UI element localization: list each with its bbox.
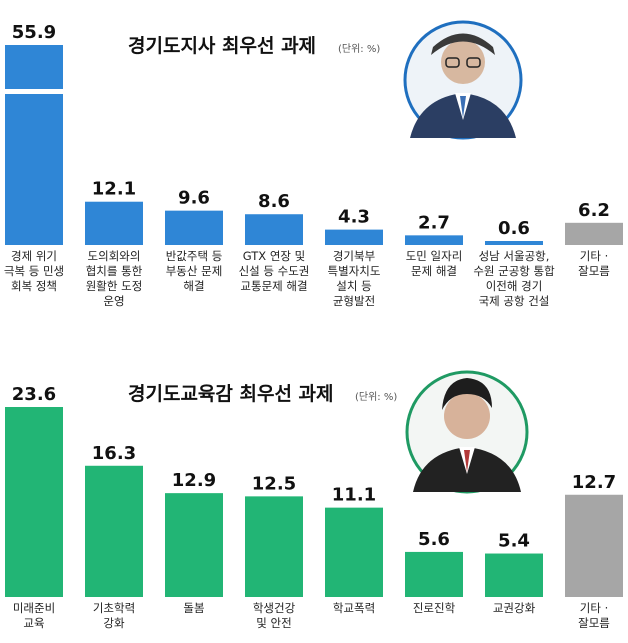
portrait-icon	[405, 370, 529, 494]
chart-unit: (단위: %)	[355, 390, 397, 403]
value-label: 2.7	[418, 212, 450, 233]
bar	[485, 553, 543, 597]
category-label: 학교폭력	[333, 601, 375, 615]
bar	[325, 507, 383, 597]
category-label: 돌봄	[183, 601, 204, 615]
value-label: 5.4	[498, 531, 530, 552]
bar	[85, 201, 143, 245]
bar	[325, 229, 383, 245]
category-label: 진로진학	[413, 601, 456, 615]
chart-title: 경기도지사 최우선 과제	[128, 35, 316, 57]
category-label: 도의회와의 협치를 통한 원활한 도정 운영	[86, 249, 143, 308]
category-label: GTX 연장 및 신설 등 수도권 교통문제 해결	[239, 249, 310, 293]
bar	[245, 496, 303, 597]
bar	[165, 493, 223, 597]
category-label: 교권강화	[493, 601, 536, 615]
value-label: 23.6	[12, 384, 56, 405]
value-label: 12.1	[92, 179, 136, 200]
value-label: 6.2	[578, 200, 610, 221]
bar	[405, 235, 463, 245]
portrait-icon	[403, 20, 523, 140]
bar	[485, 241, 543, 245]
value-label: 9.6	[178, 188, 210, 209]
value-label: 55.9	[12, 22, 56, 43]
bar	[165, 210, 223, 245]
category-label: 학생건강 및 안전	[253, 601, 296, 630]
category-label: 경제 위기 극복 등 민생 회복 정책	[4, 249, 64, 293]
value-label: 0.6	[498, 218, 530, 239]
bar	[5, 45, 63, 245]
value-label: 16.3	[92, 443, 136, 464]
bar	[565, 494, 623, 597]
category-label: 반값주택 등 부동산 문제 해결	[166, 249, 223, 293]
bar	[245, 214, 303, 245]
category-label: 기초학력 강화	[93, 601, 135, 630]
value-label: 12.7	[572, 472, 616, 493]
bar	[405, 551, 463, 597]
value-label: 12.5	[252, 473, 296, 494]
chart-unit: (단위: %)	[338, 42, 380, 55]
category-label: 미래준비 교육	[13, 601, 55, 630]
category-label: 기타 · 잘모름	[578, 601, 610, 630]
bar	[565, 222, 623, 245]
category-label: 기타 · 잘모름	[578, 249, 610, 278]
bar	[5, 407, 63, 597]
value-label: 8.6	[258, 191, 290, 212]
category-label: 성남 서울공항, 수원 군공항 통합 이전해 경기 국제 공항 건설	[473, 249, 555, 308]
chart-title: 경기도교육감 최우선 과제	[128, 383, 334, 405]
category-label: 도민 일자리 문제 해결	[406, 249, 463, 278]
value-label: 5.6	[418, 529, 450, 550]
bar	[85, 465, 143, 597]
governor-chart-panel: 경기도지사 최우선 과제 (단위: %) 55.9 경제 위기 극복 등 민생 회복 …	[4, 20, 623, 308]
value-label: 4.3	[338, 207, 370, 228]
category-label: 경기북부 특별자치도 설치 등 균형발전	[328, 249, 381, 308]
axis-break	[4, 89, 64, 94]
education-chart-panel: 경기도교육감 최우선 과제 (단위: %) 23.6 미래준비 교육 16.3 기초학력…	[5, 370, 623, 630]
value-label: 11.1	[332, 485, 376, 506]
value-label: 12.9	[172, 470, 216, 491]
